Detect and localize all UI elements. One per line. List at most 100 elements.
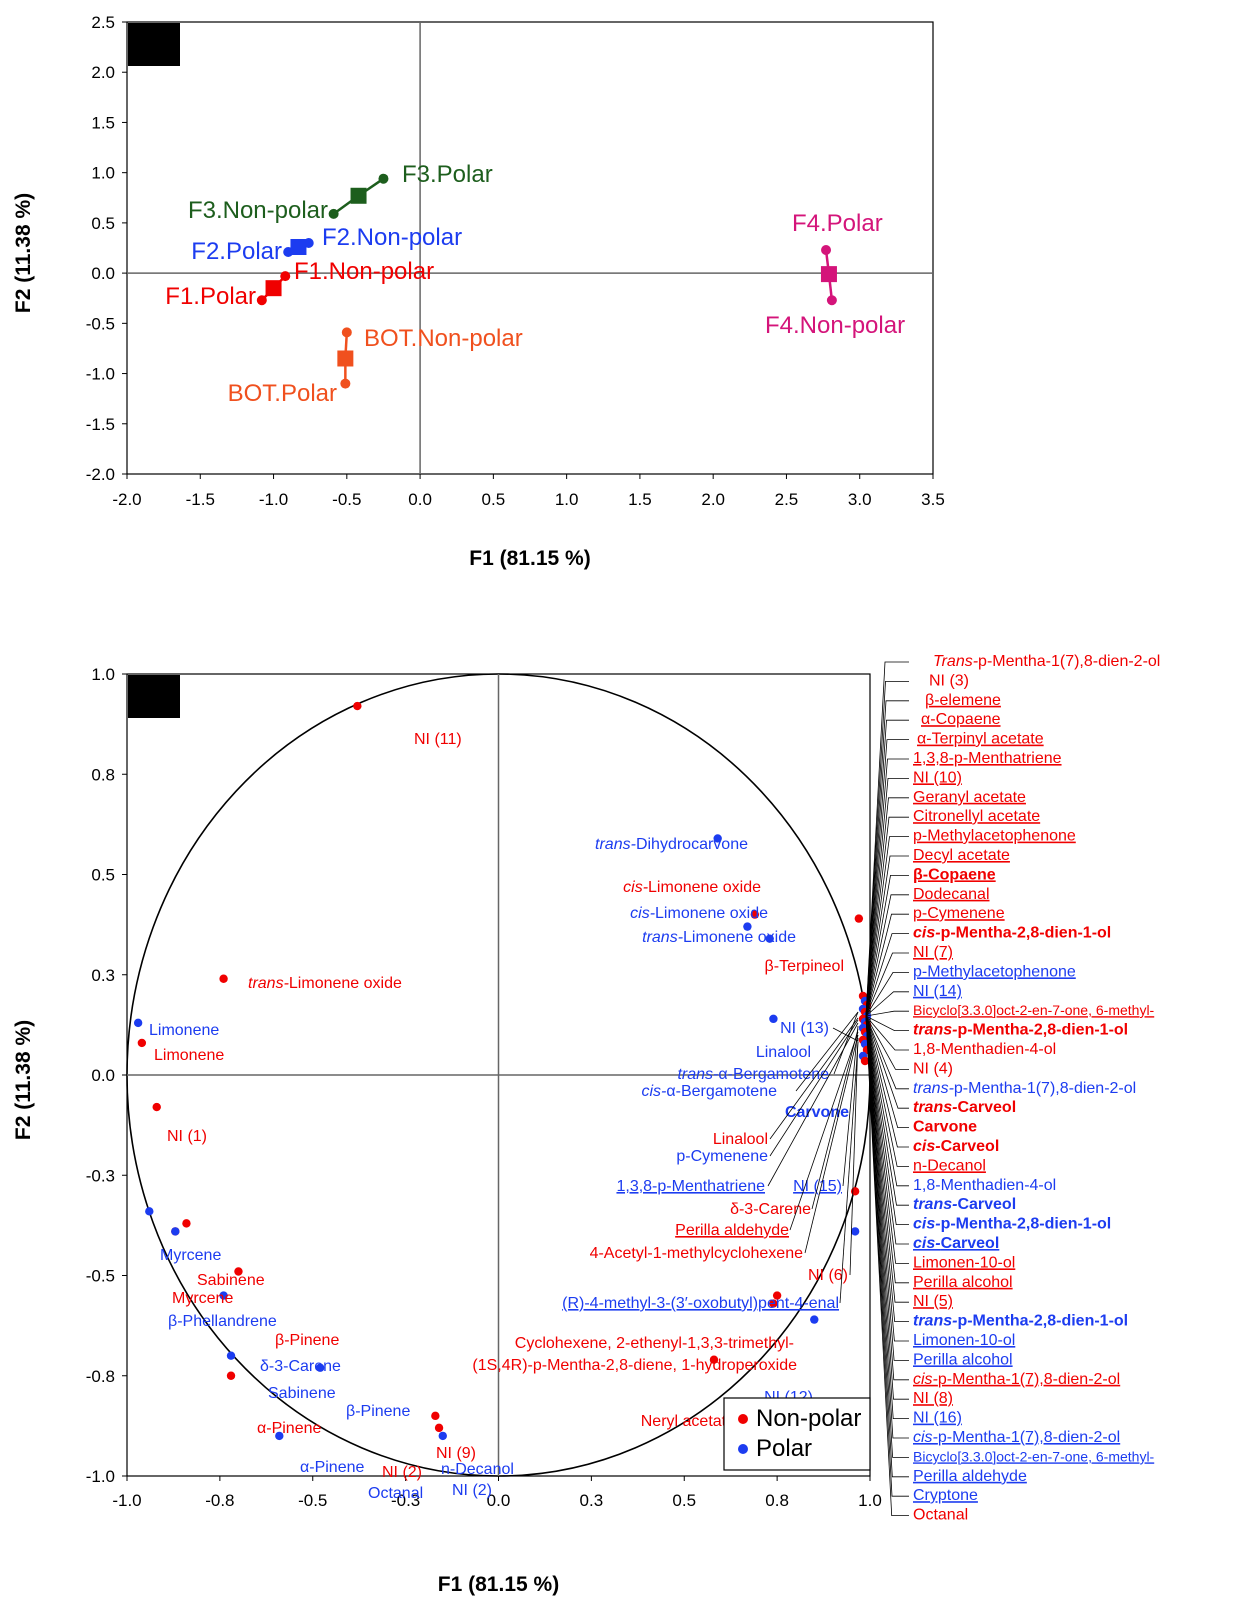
variable-label: β-Terpineol bbox=[765, 958, 844, 975]
variable-point bbox=[137, 1038, 147, 1048]
variable-point bbox=[713, 834, 722, 843]
label-rest: p-Mentha-2,8-dien-1-ol bbox=[957, 1022, 1128, 1039]
italic-prefix: trans- bbox=[913, 1080, 954, 1097]
leader-line bbox=[865, 797, 909, 1017]
variable-label: (1S,4R)-p-Mentha-2,8-diene, 1-hydroperox… bbox=[472, 1357, 797, 1374]
x-tick-label: -1.5 bbox=[186, 490, 215, 509]
y-tick-label: 0.8 bbox=[91, 765, 115, 784]
label-rest: Carveol bbox=[941, 1138, 1000, 1155]
group-centroid bbox=[350, 187, 367, 204]
right-variable-label: trans-Carveol bbox=[913, 1099, 1016, 1116]
x-tick-label: 3.0 bbox=[848, 490, 872, 509]
variable-label: δ-3-Carene bbox=[260, 1358, 341, 1375]
y-tick-label: -1.5 bbox=[86, 415, 115, 434]
right-variable-label: Cryptone bbox=[913, 1487, 978, 1504]
variable-label: cis-Limonene oxide bbox=[623, 879, 761, 896]
right-variable-label: Trans-p-Mentha-1(7),8-dien-2-ol bbox=[933, 653, 1160, 670]
x-tick-label: -0.3 bbox=[391, 1491, 420, 1510]
variable-label: NI (13) bbox=[780, 1020, 829, 1037]
variable-label: NI (11) bbox=[414, 731, 462, 748]
chart-a-biplot: -2.0 -1.5 -1.0 -0.5 0.0 0.5 1.0 1.5 2.0 2.5 3.0 3.5… bbox=[12, 13, 945, 570]
leader-line bbox=[865, 952, 909, 1017]
leader-line bbox=[865, 1015, 909, 1051]
leader-line bbox=[865, 1015, 909, 1167]
observation-point bbox=[280, 271, 291, 282]
right-variable-label: trans-Carveol bbox=[913, 1196, 1016, 1213]
right-variable-label: Limonen-10-ol bbox=[913, 1254, 1015, 1271]
leader-line bbox=[865, 1015, 909, 1400]
y-tick-label: 0.0 bbox=[91, 264, 115, 283]
observation-label: F3.Polar bbox=[402, 161, 493, 188]
right-variable-label: NI (3) bbox=[929, 672, 969, 689]
label-rest: p-Mentha-2,8-dien-1-ol bbox=[941, 925, 1112, 942]
italic-prefix: cis- bbox=[630, 905, 655, 922]
leader-line bbox=[865, 1015, 909, 1361]
leader-line bbox=[865, 1015, 909, 1187]
right-variable-label: p-Methylacetophenone bbox=[913, 963, 1076, 980]
right-variable-label: 1,3,8-p-Menthatriene bbox=[913, 750, 1062, 767]
italic-prefix: trans- bbox=[913, 1196, 957, 1213]
variable-label: Sabinene bbox=[268, 1385, 336, 1402]
label-rest: α-Bergamotene bbox=[718, 1066, 829, 1083]
variable-label: Limonene bbox=[154, 1047, 224, 1064]
leader-line bbox=[865, 933, 909, 1017]
x-tick-label: -0.5 bbox=[298, 1491, 327, 1510]
observation-label: F4.Non-polar bbox=[765, 312, 905, 339]
right-variable-label: Perilla alcohol bbox=[913, 1351, 1013, 1368]
group-centroid bbox=[820, 266, 837, 283]
italic-prefix: cis- bbox=[623, 879, 648, 896]
y-tick-label: -2.0 bbox=[86, 465, 115, 484]
right-variable-label: p-Cymenene bbox=[913, 905, 1005, 922]
panel-label: a bbox=[148, 34, 160, 57]
label-rest: p-Mentha-1(7),8-dien-2-ol bbox=[938, 1429, 1120, 1446]
italic-prefix: trans- bbox=[642, 929, 683, 946]
leader-line bbox=[865, 1015, 909, 1245]
leader-line bbox=[865, 836, 909, 1017]
y-tick-label: 1.0 bbox=[91, 665, 115, 684]
variable-point bbox=[850, 1187, 860, 1196]
group-centroid bbox=[265, 280, 282, 297]
variable-point bbox=[810, 1315, 819, 1324]
variable-point bbox=[226, 1371, 236, 1380]
observation-label: F1.Polar bbox=[165, 283, 256, 310]
leader-line bbox=[865, 739, 909, 1017]
y-tick-label: -0.3 bbox=[86, 1166, 115, 1185]
variable-label: Linalool bbox=[713, 1131, 768, 1148]
x-tick-label: -1.0 bbox=[112, 1491, 141, 1510]
x-tick-label: 0.8 bbox=[765, 1491, 789, 1510]
right-variable-label: NI (5) bbox=[913, 1293, 953, 1310]
variable-label: α-Pinene bbox=[257, 1420, 322, 1437]
leader-line bbox=[865, 1015, 909, 1264]
leader-line bbox=[865, 1015, 909, 1206]
right-variable-label: Citronellyl acetate bbox=[913, 808, 1040, 825]
variable-point bbox=[438, 1431, 447, 1441]
right-variable-label: Dodecanal bbox=[913, 886, 990, 903]
label-rest: p-Mentha-2,8-dien-1-ol bbox=[941, 1216, 1112, 1233]
x-tick-label: -0.5 bbox=[332, 490, 361, 509]
leader-line bbox=[833, 1011, 859, 1075]
leader-line bbox=[865, 1015, 909, 1478]
right-variable-label: β-elemene bbox=[925, 692, 1001, 709]
x-axis-title: F1 (81.15 %) bbox=[438, 1573, 559, 1596]
variable-label: cis-α-Bergamotene bbox=[641, 1083, 777, 1100]
x-tick-label: 0.5 bbox=[672, 1491, 696, 1510]
italic-prefix: Trans- bbox=[933, 653, 978, 670]
variable-label: trans-Limonene oxide bbox=[642, 929, 796, 946]
x-axis-title: F1 (81.15 %) bbox=[469, 547, 590, 570]
right-variable-label: n-Decanol bbox=[913, 1157, 986, 1174]
right-variable-label: trans-p-Mentha-1(7),8-dien-2-ol bbox=[913, 1080, 1136, 1097]
y-tick-label: 2.5 bbox=[91, 13, 115, 32]
x-tick-label: -2.0 bbox=[112, 490, 141, 509]
label-rest: Carveol bbox=[941, 1235, 1000, 1252]
label-rest: α-Bergamotene bbox=[666, 1083, 777, 1100]
right-variable-label: cis-p-Mentha-1(7),8-dien-2-ol bbox=[913, 1429, 1120, 1446]
panel-label-box bbox=[128, 675, 180, 718]
label-rest: p-Mentha-1(7),8-dien-2-ol bbox=[938, 1371, 1120, 1388]
variable-point bbox=[765, 934, 774, 943]
right-variable-label: β-Copaene bbox=[913, 866, 996, 883]
label-rest: Limonene oxide bbox=[648, 879, 761, 896]
leader-line bbox=[865, 1015, 909, 1342]
leader-line bbox=[769, 1017, 859, 1140]
variable-label: NI (6) bbox=[808, 1267, 848, 1284]
